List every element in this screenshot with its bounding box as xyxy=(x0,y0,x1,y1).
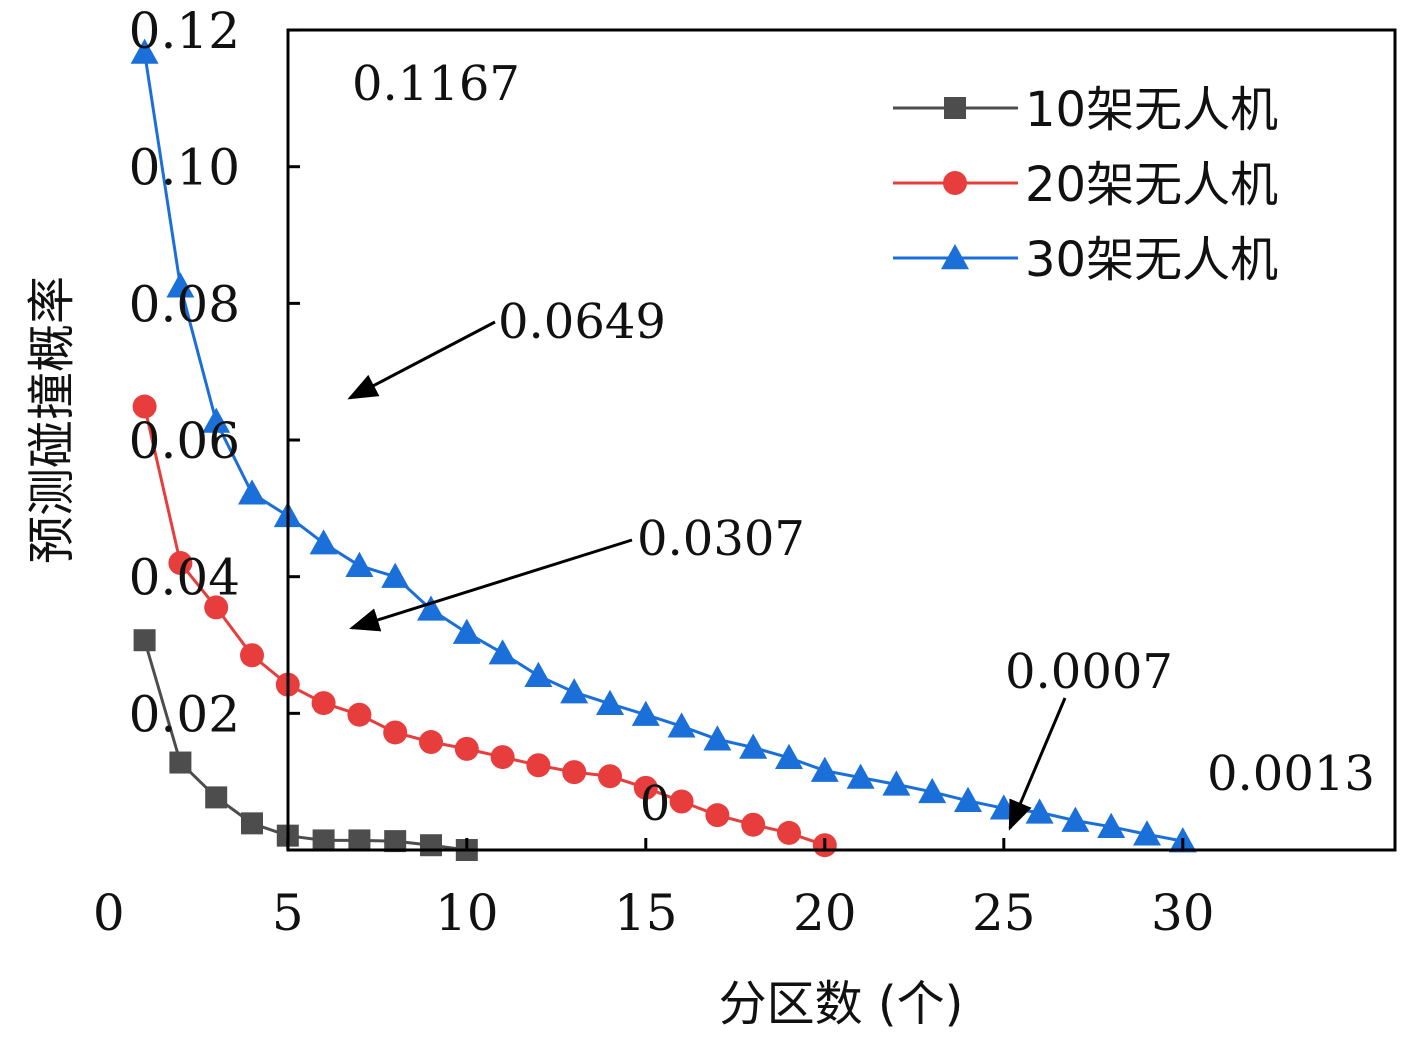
data-point xyxy=(130,38,159,64)
legend-marker xyxy=(941,244,969,270)
data-point xyxy=(703,725,732,751)
y-tick-label: 0.10 xyxy=(129,139,240,197)
legend-item: 30架无人机 xyxy=(893,232,1278,288)
legend: 10架无人机 20架无人机 30架无人机 xyxy=(893,82,1278,288)
data-point xyxy=(882,770,911,796)
data-point xyxy=(1025,798,1054,824)
data-point xyxy=(669,789,694,814)
data-point xyxy=(133,629,156,652)
data-point xyxy=(954,786,982,813)
data-point xyxy=(168,551,193,576)
legend-item: 10架无人机 xyxy=(893,82,1278,138)
legend-marker xyxy=(944,97,966,119)
data-point xyxy=(419,730,443,755)
annotation-arrow xyxy=(1008,697,1067,831)
data-point xyxy=(204,595,229,620)
legend-label: 30架无人机 xyxy=(1025,232,1278,288)
legend-label: 10架无人机 xyxy=(1025,82,1278,138)
x-tick-label: 20 xyxy=(793,884,857,942)
data-point xyxy=(524,661,553,687)
x-tick-label: 25 xyxy=(972,884,1036,942)
data-point xyxy=(1097,812,1126,838)
x-axis-title: 分区数 (个) xyxy=(719,976,964,1032)
x-tick-label: 15 xyxy=(614,884,678,942)
data-point xyxy=(381,562,410,588)
data-point xyxy=(166,272,195,298)
data-point xyxy=(598,764,622,789)
data-point xyxy=(667,712,696,738)
data-point xyxy=(345,551,374,577)
y-tick-label: 0.04 xyxy=(129,549,240,607)
data-point xyxy=(205,786,228,809)
data-point xyxy=(454,736,479,761)
data-point xyxy=(488,639,517,665)
y-tick-label: 0.06 xyxy=(129,412,240,470)
data-point xyxy=(526,753,551,778)
data-point xyxy=(1061,806,1090,832)
annotation-label: 0 xyxy=(640,776,671,832)
data-point xyxy=(810,756,839,782)
data-point xyxy=(169,751,192,774)
annotation-label: 0.0013 xyxy=(1207,746,1375,802)
data-point xyxy=(312,829,335,852)
data-point xyxy=(348,829,371,852)
annotation-label: 0.0007 xyxy=(1005,644,1173,700)
x-tick-label: 0 xyxy=(93,884,125,942)
data-point xyxy=(309,529,338,555)
plot-frame xyxy=(286,28,1397,852)
data-point xyxy=(238,479,266,505)
legend-item: 20架无人机 xyxy=(893,157,1278,213)
data-point xyxy=(846,763,875,789)
data-point xyxy=(347,702,372,727)
annotation-arrow xyxy=(349,538,633,632)
legend-label: 20架无人机 xyxy=(1025,157,1278,213)
y-tick-label: 0.08 xyxy=(129,275,240,333)
data-point xyxy=(452,618,481,644)
data-point xyxy=(777,820,801,845)
data-point xyxy=(596,689,624,715)
annotation-arrow xyxy=(347,320,496,400)
series-line xyxy=(143,406,826,847)
x-tick-label: 5 xyxy=(272,884,304,942)
data-point xyxy=(741,812,766,837)
series-1 xyxy=(133,629,478,861)
data-point xyxy=(132,394,157,419)
data-point xyxy=(633,775,658,800)
data-point xyxy=(417,595,445,621)
series-line xyxy=(143,639,467,852)
x-tick-label: 30 xyxy=(1151,884,1215,942)
data-point xyxy=(420,834,442,857)
data-point xyxy=(1133,820,1161,846)
data-point xyxy=(739,733,768,759)
y-tick-label: 0.02 xyxy=(129,685,240,743)
x-tick-label: 10 xyxy=(435,884,499,942)
annotation-label: 0.0649 xyxy=(498,294,666,350)
data-point xyxy=(202,407,231,433)
data-point xyxy=(560,678,589,704)
data-point xyxy=(383,720,408,745)
y-tick-label: 0.12 xyxy=(129,2,240,60)
data-point xyxy=(918,777,947,804)
data-point xyxy=(241,812,263,835)
annotation-label: 0.0307 xyxy=(637,511,805,567)
data-point xyxy=(240,643,264,668)
data-point xyxy=(705,803,730,828)
y-axis-title: 预测碰撞概率 xyxy=(24,276,80,564)
data-point xyxy=(631,700,660,726)
legend-marker xyxy=(943,171,967,195)
data-point xyxy=(562,760,587,785)
data-point xyxy=(384,830,407,853)
data-point xyxy=(490,745,515,770)
annotation-label: 0.1167 xyxy=(352,56,520,112)
data-point xyxy=(311,691,336,716)
data-point xyxy=(775,743,803,769)
